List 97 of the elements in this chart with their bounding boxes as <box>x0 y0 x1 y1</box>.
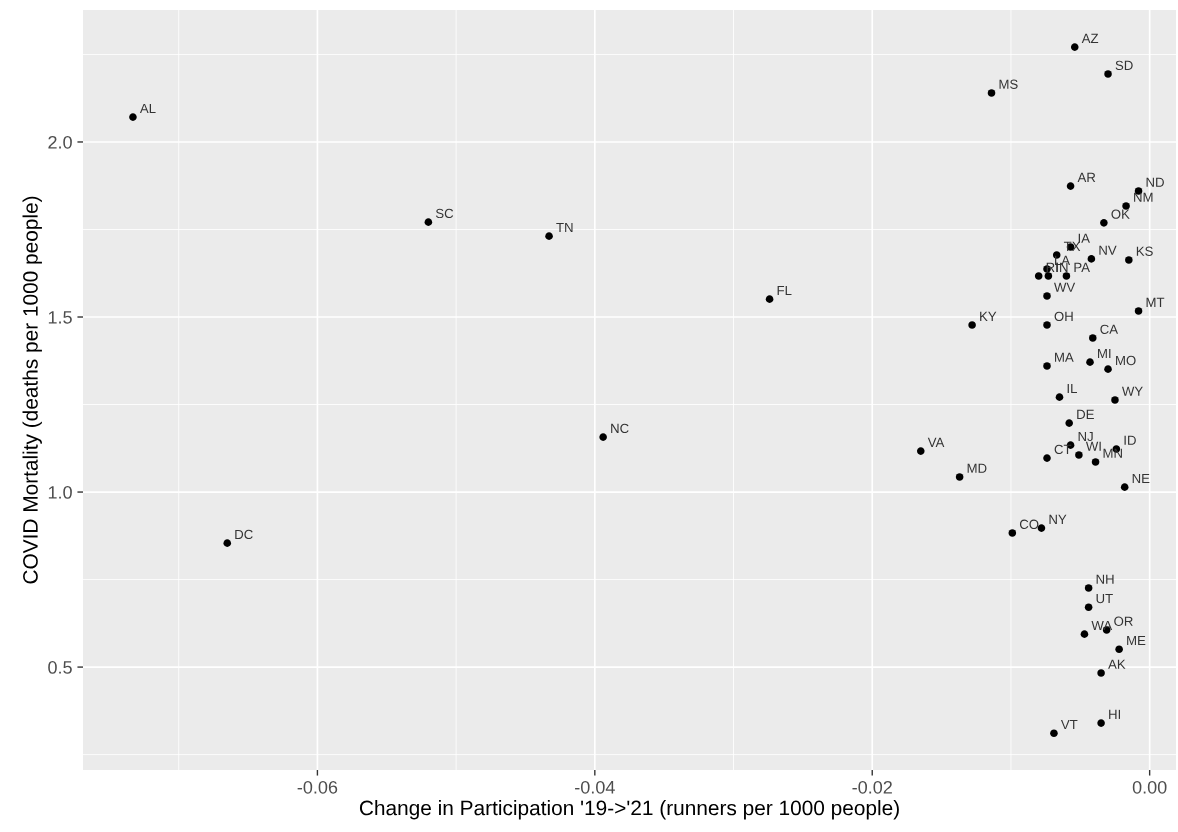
point <box>1086 358 1094 366</box>
point <box>1055 393 1064 401</box>
annotation: DE <box>1077 409 1094 419</box>
annotation: AZ <box>1081 33 1099 43</box>
point <box>1120 483 1129 491</box>
annotation: MD <box>967 463 987 473</box>
y-tick-label: 0.5 <box>48 661 72 674</box>
point <box>1087 255 1096 263</box>
point <box>1050 729 1058 738</box>
annotation: VA <box>927 437 945 447</box>
annotation: OH <box>1054 311 1073 322</box>
x-tick-label: 0.00 <box>1132 780 1167 794</box>
annotation: ID <box>1124 435 1136 445</box>
point <box>1080 630 1089 638</box>
annotation: KS <box>1136 246 1153 256</box>
point <box>916 447 925 455</box>
point <box>1066 182 1075 190</box>
point <box>1070 43 1079 51</box>
point <box>223 539 232 547</box>
annotation: AR <box>1077 172 1096 182</box>
point <box>1091 458 1100 466</box>
annotation: IL <box>1067 383 1077 394</box>
annotation: AK <box>1108 659 1126 669</box>
annotation: OR <box>1114 616 1133 626</box>
annotation: NV <box>1099 245 1117 255</box>
point <box>1134 307 1143 315</box>
point <box>955 473 964 481</box>
annotation: MT <box>1146 297 1165 307</box>
annotation: FL <box>777 285 792 295</box>
annotation: NY <box>1049 514 1067 524</box>
annotation: ME <box>1127 635 1146 646</box>
annotation: WY <box>1121 386 1143 396</box>
point <box>1125 256 1133 264</box>
point <box>424 218 433 226</box>
annotation: CO <box>1019 519 1039 529</box>
annotation: MI <box>1098 348 1111 358</box>
annotation: NM <box>1134 192 1153 202</box>
y-tick-label: 2.0 <box>48 135 72 149</box>
point <box>1115 645 1123 654</box>
annotation: SD <box>1115 60 1133 71</box>
annotation: NC <box>611 423 629 434</box>
point <box>1104 365 1112 373</box>
annotation: CT <box>1054 444 1072 455</box>
annotation: ND <box>1146 177 1164 187</box>
point <box>1065 419 1073 427</box>
annotation: NJ <box>1078 431 1093 442</box>
annotation: MS <box>999 79 1018 89</box>
point <box>1062 272 1071 280</box>
point <box>1104 70 1112 78</box>
annotation: VT <box>1060 720 1078 730</box>
point <box>129 113 137 121</box>
annotation: IA <box>1078 233 1090 243</box>
point <box>1100 219 1108 227</box>
annotation: TN <box>556 222 573 232</box>
x-tick-label: -0.04 <box>575 780 615 794</box>
point <box>987 89 996 97</box>
annotation: MO <box>1116 355 1136 366</box>
annotation: NE <box>1132 473 1150 483</box>
annotation: MN <box>1103 448 1122 458</box>
y-axis-title: COVID Mortality (deaths per 1000 people) <box>22 196 42 584</box>
annotation: HI <box>1109 709 1121 719</box>
point <box>599 433 607 441</box>
annotation: WI <box>1085 441 1101 451</box>
annotation: WA <box>1091 620 1113 631</box>
annotation: WV <box>1054 282 1076 292</box>
annotation: OK <box>1111 209 1130 219</box>
point <box>545 232 553 240</box>
point <box>1084 603 1093 612</box>
x-tick-label: -0.06 <box>297 780 338 794</box>
point <box>1111 396 1119 404</box>
annotation: SC <box>435 208 454 219</box>
x-axis-title: Change in Participation '19->'21 (runners per 1000 people) <box>359 800 899 820</box>
point <box>1043 292 1051 300</box>
y-tick-label: 1.5 <box>48 311 72 324</box>
point <box>1043 362 1051 370</box>
x-tick-label: -0.02 <box>852 780 892 794</box>
point <box>1043 454 1051 462</box>
point <box>968 321 976 329</box>
point <box>1097 669 1105 677</box>
annotation: NH <box>1096 574 1114 584</box>
annotation: KY <box>980 311 997 321</box>
point <box>1088 334 1097 342</box>
annotation: PA <box>1074 262 1090 272</box>
point <box>1008 529 1017 537</box>
annotation: MA <box>1055 352 1074 362</box>
point <box>1075 451 1083 459</box>
point <box>1044 272 1053 280</box>
point <box>1043 321 1051 329</box>
point <box>765 295 774 303</box>
annotation: DC <box>235 529 253 540</box>
point <box>1097 719 1105 727</box>
annotation: UT <box>1096 593 1113 604</box>
annotation: AL <box>139 103 156 113</box>
point <box>1084 584 1093 592</box>
y-tick-label: 1.0 <box>48 485 72 499</box>
annotation: CA <box>1100 324 1119 334</box>
point <box>1034 272 1043 280</box>
